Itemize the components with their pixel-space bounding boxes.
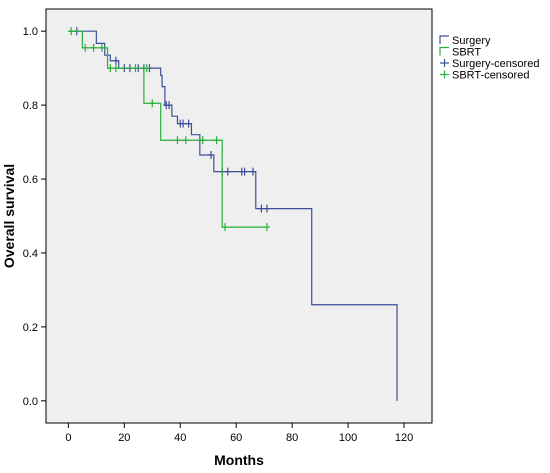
legend-swatch (439, 46, 449, 56)
sbrt-censored-mark (174, 136, 181, 145)
x-tick-label: 20 (118, 432, 130, 444)
y-tick-label: 0.2 (23, 322, 38, 334)
surgery-censored-mark (180, 119, 187, 128)
surgery-censored-mark (241, 167, 248, 176)
y-tick-label: 1.0 (23, 26, 38, 38)
surgery-censored-mark (263, 204, 270, 213)
legend-label: SBRT (452, 47, 481, 59)
surgery-censored-mark (112, 56, 119, 65)
sbrt-censored-mark (149, 99, 156, 108)
legend-item-sbrt-censored: SBRT-censored (440, 70, 529, 82)
surgery-censored-mark (249, 167, 256, 176)
legend-label: Surgery-censored (452, 58, 539, 70)
legend-item-surgery-censored: Surgery-censored (440, 58, 539, 70)
sbrt-censored-mark (112, 64, 119, 73)
surgery-censored-mark (208, 151, 215, 160)
x-axis-ticks: 0 20 40 60 80 100 120 (65, 423, 413, 444)
sbrt-censored-mark (199, 136, 206, 145)
x-axis-title: Months (214, 452, 264, 468)
sbrt-censored-mark (263, 223, 270, 232)
sbrt-censored-mark (98, 43, 105, 52)
x-tick-label: 60 (230, 432, 242, 444)
surgery-censored-mark (258, 204, 265, 213)
sbrt-censored-mark (182, 136, 189, 145)
legend-item-surgery: Surgery (439, 35, 491, 47)
legend-swatch (439, 35, 449, 44)
y-tick-label: 0.0 (23, 396, 38, 408)
surgery-censored-mark (185, 119, 192, 128)
sbrt-censored-mark (132, 64, 139, 73)
sbrt-censored-mark (143, 64, 150, 73)
x-tick-label: 100 (339, 432, 357, 444)
y-tick-label: 0.4 (23, 248, 38, 260)
sbrt-censored-mark (82, 43, 89, 52)
sbrt-censored-mark (213, 136, 220, 145)
x-tick-label: 120 (395, 432, 413, 444)
sbrt-censored-mark (68, 27, 75, 36)
legend-label: SBRT-censored (452, 70, 529, 82)
legend-label: Surgery (452, 35, 491, 47)
surgery-censored-mark (166, 101, 173, 110)
surgery-censored-mark (224, 167, 231, 176)
x-tick-label: 0 (65, 432, 71, 444)
sbrt-survival-line (68, 30, 267, 228)
x-tick-label: 40 (174, 432, 186, 444)
series-layer (68, 27, 398, 401)
plot-area (45, 8, 433, 424)
sbrt-censored-mark (107, 64, 114, 73)
y-axis-ticks: 0.0 0.2 0.4 0.6 0.8 1.0 (23, 26, 46, 408)
legend-item-sbrt: SBRT (439, 46, 481, 59)
sbrt-censored-mark (90, 43, 97, 52)
sbrt-censored-mark (222, 223, 229, 232)
y-axis-title: Overall survival (1, 164, 17, 268)
x-tick-label: 80 (286, 432, 298, 444)
y-tick-label: 0.8 (23, 100, 38, 112)
y-tick-label: 0.6 (23, 174, 38, 186)
